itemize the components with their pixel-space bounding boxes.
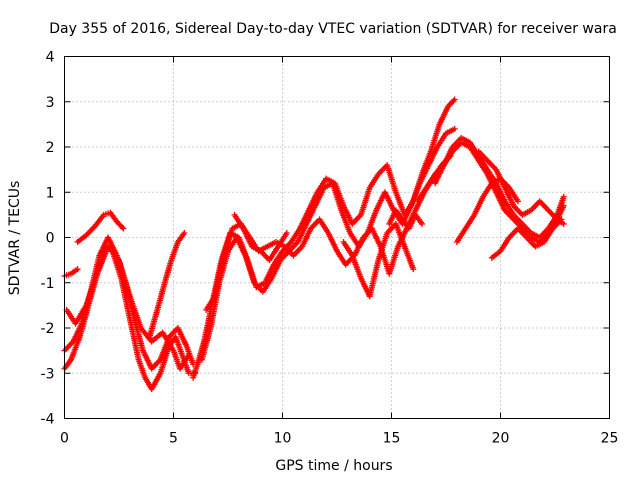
data-point [514,198,521,205]
x-tick-label: 10 [274,431,292,447]
x-tick-labels: 0 5 10 15 20 25 [60,431,618,447]
data-point [185,352,192,359]
y-tick-label: -2 [41,321,55,337]
axis-ticks [64,56,610,419]
x-tick-label: 25 [601,431,619,447]
y-tick-label: 2 [46,140,55,156]
data-point [560,220,567,227]
x-tick-label: 0 [60,431,69,447]
x-tick-label: 15 [383,431,401,447]
data-point [451,125,458,132]
x-tick-label: 20 [492,431,510,447]
data-point [451,96,458,103]
data-point [74,266,81,273]
data-point [283,229,290,236]
y-tick-label: 0 [46,231,55,247]
x-axis-label: GPS time / hours [275,458,392,474]
data-point [120,225,127,232]
y-tick-labels: -4 -3 -2 -1 0 1 2 3 4 [41,50,55,428]
chart-title: Day 355 of 2016, Sidereal Day-to-day VTE… [49,21,617,37]
x-tick-label: 5 [169,431,178,447]
data-point [560,193,567,200]
y-tick-label: 4 [46,50,55,66]
y-tick-label: -1 [41,276,55,292]
y-axis-label: SDTVAR / TECUs [7,181,23,296]
y-tick-label: -3 [41,366,55,382]
data-point [410,266,417,273]
data-point [419,220,426,227]
y-tick-label: 1 [46,185,55,201]
y-tick-label: -4 [41,412,55,428]
data-point [181,229,188,236]
y-tick-label: 3 [46,95,55,111]
data-points [61,96,567,393]
